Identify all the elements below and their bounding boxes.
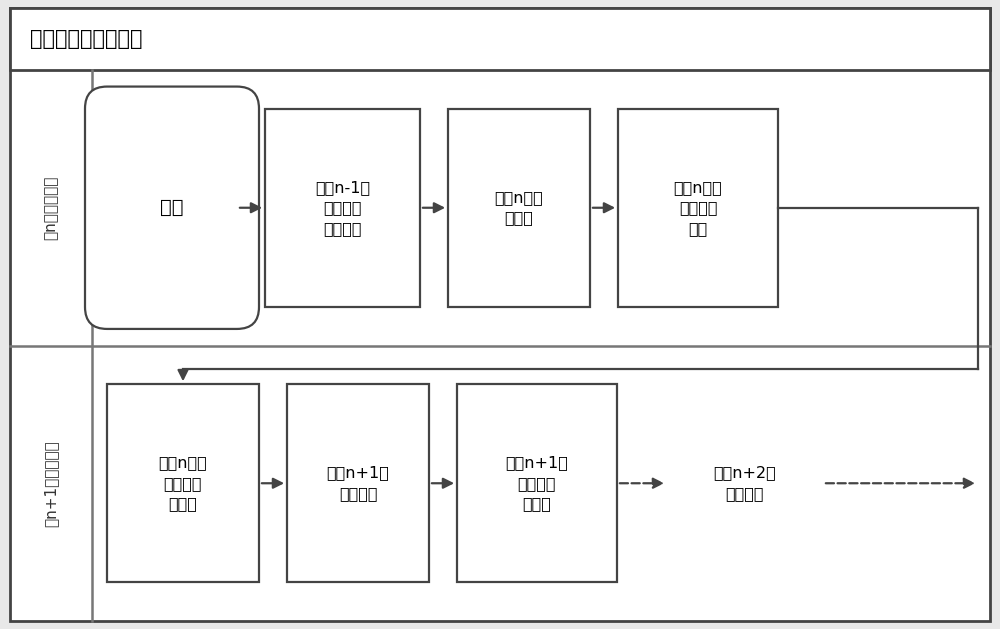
FancyBboxPatch shape <box>618 109 778 307</box>
Text: 开始n+1轮
任务规划: 开始n+1轮 任务规划 <box>327 465 389 501</box>
FancyBboxPatch shape <box>10 8 990 621</box>
Text: 记录n+1轮
任务规划
后状态: 记录n+1轮 任务规划 后状态 <box>506 455 568 511</box>
Text: 获取n轮任
务规划结
束状态: 获取n轮任 务规划结 束状态 <box>159 455 207 511</box>
FancyBboxPatch shape <box>107 384 259 582</box>
Text: 滚动式动态任务规划: 滚动式动态任务规划 <box>30 29 143 49</box>
FancyBboxPatch shape <box>265 109 420 307</box>
Text: 记录n轮任
务规划后
状态: 记录n轮任 务规划后 状态 <box>674 180 722 236</box>
FancyBboxPatch shape <box>10 8 990 70</box>
Text: 转入n+2轮
任务规划: 转入n+2轮 任务规划 <box>714 465 776 501</box>
Text: 第n+1次任务规划: 第n+1次任务规划 <box>44 440 58 526</box>
FancyBboxPatch shape <box>448 109 590 307</box>
Text: 开始n轮任
务规划: 开始n轮任 务规划 <box>495 190 543 225</box>
FancyBboxPatch shape <box>457 384 617 582</box>
FancyBboxPatch shape <box>287 384 429 582</box>
Text: 开始: 开始 <box>160 198 184 217</box>
Text: 第n轮任务规划: 第n轮任务规划 <box>44 175 58 240</box>
FancyBboxPatch shape <box>85 87 259 329</box>
Text: 获取n-1轮
任务规划
结束状态: 获取n-1轮 任务规划 结束状态 <box>315 180 370 236</box>
